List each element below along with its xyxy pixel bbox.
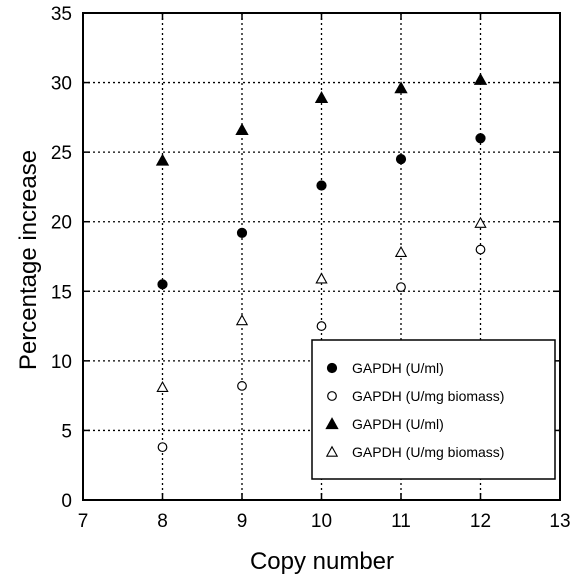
x-tick-labels: 7 8 9 10 11 12 13 <box>78 511 571 532</box>
data-points <box>155 72 488 453</box>
data-point-series-3 <box>155 153 170 166</box>
x-tick-label: 10 <box>311 511 332 532</box>
data-point-series-3 <box>235 123 249 136</box>
data-point-series-2 <box>396 282 406 293</box>
legend-label-1: GAPDH (U/ml) <box>352 360 444 376</box>
legend-marker-4 <box>325 445 339 457</box>
y-tick-label: 0 <box>61 491 72 512</box>
data-point-series-4 <box>394 245 408 258</box>
data-point-series-4 <box>156 380 169 393</box>
data-point-series-3 <box>473 72 488 85</box>
data-point-series-2 <box>475 244 486 255</box>
data-point-series-1 <box>475 133 486 144</box>
legend-marker-3 <box>325 417 339 430</box>
x-tick-label: 7 <box>78 511 89 532</box>
data-point-series-3 <box>314 91 329 104</box>
data-point-series-1 <box>316 180 327 191</box>
y-tick-label: 20 <box>51 213 72 234</box>
y-axis-label: Percentage increase <box>15 150 42 370</box>
x-tick-label: 8 <box>157 511 168 532</box>
data-point-series-4 <box>474 216 487 228</box>
data-point-series-1 <box>236 227 248 238</box>
legend-label-4: GAPDH (U/mg biomass) <box>352 444 504 460</box>
x-tick-label: 13 <box>549 511 570 532</box>
y-tick-label: 25 <box>51 143 72 164</box>
data-point-series-4 <box>235 314 249 326</box>
legend-label-2: GAPDH (U/mg biomass) <box>352 388 504 404</box>
y-tick-label: 5 <box>61 421 72 442</box>
data-point-series-3 <box>394 81 408 94</box>
y-tick-label: 10 <box>51 352 72 373</box>
data-point-series-1 <box>395 154 407 165</box>
legend-label-3: GAPDH (U/ml) <box>352 416 444 432</box>
x-tick-label: 9 <box>237 511 248 532</box>
legend: GAPDH (U/ml) GAPDH (U/mg biomass) GAPDH (U… <box>311 339 556 480</box>
data-point-series-2 <box>316 321 327 331</box>
data-point-series-1 <box>157 279 168 290</box>
x-tick-label: 12 <box>470 511 491 532</box>
legend-marker-2 <box>327 391 337 401</box>
legend-marker-1 <box>326 362 338 374</box>
y-tick-labels: 0 5 10 15 20 25 30 35 <box>51 4 72 512</box>
data-point-series-2 <box>157 442 168 453</box>
legend-box <box>311 339 556 480</box>
x-tick-label: 11 <box>391 511 411 532</box>
x-axis-label: Copy number <box>250 548 394 575</box>
data-point-series-4 <box>315 272 328 284</box>
data-point-series-2 <box>237 381 247 391</box>
y-tick-label: 30 <box>51 74 72 95</box>
y-tick-label: 15 <box>51 282 72 303</box>
y-tick-label: 35 <box>51 4 72 25</box>
